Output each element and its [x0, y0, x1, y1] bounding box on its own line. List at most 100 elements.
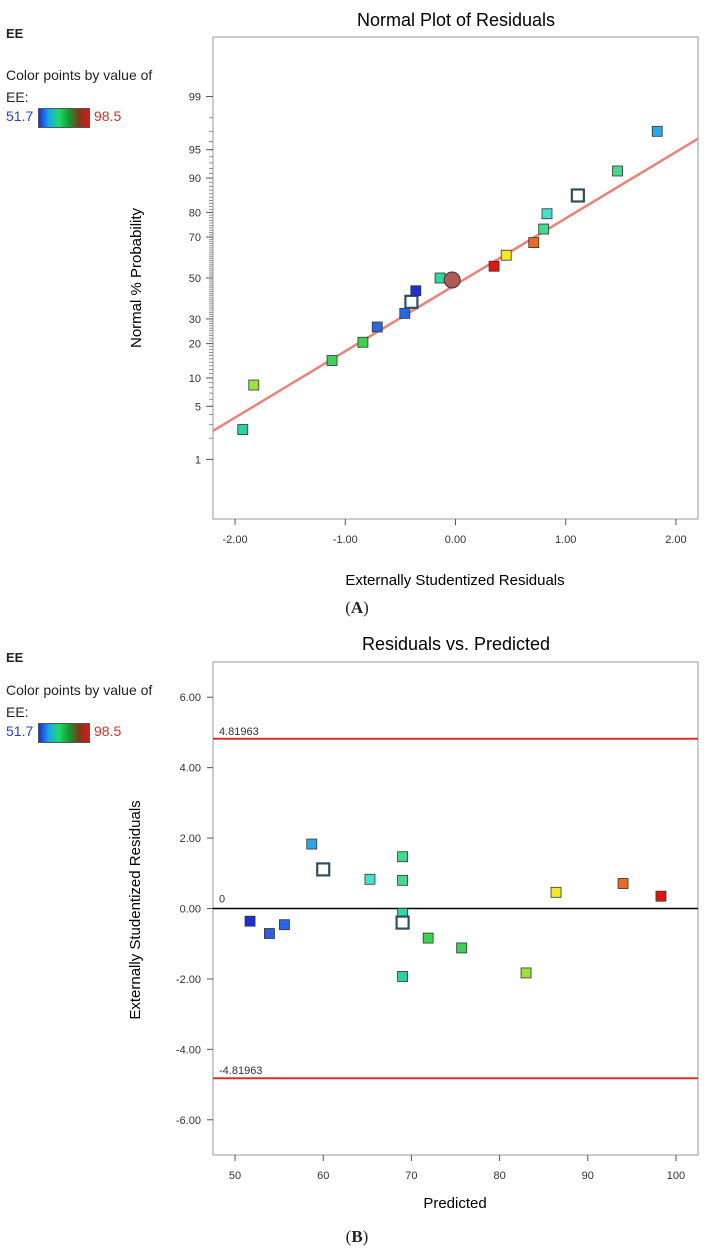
data-point: [264, 928, 275, 939]
data-point: [655, 890, 667, 902]
y-tick-label: 90: [189, 173, 201, 185]
y-tick-label: 2.00: [180, 833, 201, 845]
data-point: [612, 165, 623, 177]
data-point: [500, 249, 512, 261]
panel-a-color-text: Color points by value of EE:: [6, 67, 153, 105]
y-tick-label: 5: [195, 401, 201, 413]
data-point: [570, 188, 585, 203]
panel-a-sidebar: EE Color points by value of EE: 51.7 98.…: [6, 26, 176, 130]
data-point: [550, 886, 562, 898]
panel-a-label: A: [350, 598, 364, 617]
panel-b-sidebar: EE Color points by value of EE: 51.7 98.…: [6, 650, 176, 745]
y-tick-label: -2.00: [176, 974, 201, 986]
panel-b-color-min: 51.7: [6, 723, 34, 739]
data-point: [279, 919, 290, 931]
residuals-vs-predicted-chart: Residuals vs. Predicted -6.00 -4.00 -2.00 0…: [127, 634, 699, 1212]
data-point: [651, 125, 663, 137]
y-tick-label: 20: [189, 339, 201, 351]
y-tick-label: 50: [189, 273, 201, 285]
data-point: [306, 838, 318, 850]
y-tick-label: 0.00: [180, 904, 201, 916]
data-point: [443, 271, 461, 289]
data-point: [248, 379, 260, 391]
y-tick-label: 30: [189, 314, 201, 326]
data-point: [244, 915, 256, 927]
data-point: [617, 878, 629, 889]
y-tick-label: 4.00: [180, 763, 201, 775]
panel-a-color-min: 51.7: [6, 108, 34, 124]
data-point: [404, 294, 419, 309]
x-tick-label: -2.00: [223, 534, 248, 546]
chart-title: Residuals vs. Predicted: [362, 634, 550, 654]
panel-b-response-label: EE: [6, 650, 24, 665]
x-axis-label: Externally Studentized Residuals: [345, 572, 564, 589]
upper-limit-label: 4.81963: [219, 726, 259, 738]
data-point: [237, 424, 249, 435]
data-point: [488, 260, 500, 272]
panel-b-color-legend: 51.7 98.5: [6, 723, 176, 745]
panel-a-caption: (A): [345, 598, 369, 617]
colorbar-gradient: [38, 108, 90, 128]
data-point: [357, 336, 369, 348]
normal-plot-chart: Normal Plot of Residuals 1 5 10 20 30 50 70 80 9…: [128, 10, 699, 589]
y-tick-label: 6.00: [180, 692, 201, 704]
y-tick-label: 99: [189, 92, 201, 104]
y-tick-label: 80: [189, 207, 201, 219]
x-tick-label: 0.00: [445, 534, 466, 546]
data-point: [397, 851, 408, 863]
x-tick-label: 100: [667, 1170, 685, 1182]
y-tick-label: 1: [195, 454, 201, 466]
panel-a-color-max: 98.5: [94, 108, 122, 124]
data-points: [244, 838, 667, 982]
x-tick-label: 90: [582, 1170, 594, 1182]
data-point: [326, 355, 338, 366]
panel-b-color-text: Color points by value of EE:: [6, 682, 153, 720]
data-point: [422, 932, 434, 944]
zero-line-label: 0: [219, 894, 225, 906]
y-tick-label: 10: [189, 373, 201, 385]
data-point: [410, 285, 422, 297]
data-point: [397, 971, 408, 982]
data-point: [520, 967, 532, 979]
data-point: [316, 862, 331, 877]
data-point: [434, 272, 446, 284]
y-tick-label: 95: [189, 145, 201, 157]
panel-a-response-label: EE: [6, 26, 24, 41]
data-point: [364, 873, 376, 885]
y-tick-label: -4.00: [176, 1044, 201, 1056]
y-axis-label: Externally Studentized Residuals: [127, 800, 144, 1019]
x-tick-label: 70: [405, 1170, 417, 1182]
y-tick-label: -6.00: [176, 1115, 201, 1127]
x-axis-label: Predicted: [423, 1195, 486, 1212]
panel-b-caption: (B): [345, 1227, 369, 1246]
panel-b-label: B: [351, 1227, 363, 1246]
x-axis: 50 60 70 80 90 100: [229, 1155, 685, 1182]
data-point: [399, 307, 411, 319]
chart-title: Normal Plot of Residuals: [357, 10, 555, 30]
lower-limit-label: -4.81963: [219, 1065, 262, 1077]
x-tick-label: 2.00: [665, 534, 686, 546]
x-axis: -2.00 -1.00 0.00 1.00 2.00: [223, 519, 687, 546]
x-tick-label: 80: [493, 1170, 505, 1182]
panel-b-color-max: 98.5: [94, 723, 122, 739]
data-points: [237, 125, 663, 435]
data-point: [528, 237, 540, 249]
x-tick-label: -1.00: [333, 534, 358, 546]
x-tick-label: 50: [229, 1170, 241, 1182]
y-axis: 1 5 10 20 30 50 70 80 90 95 99: [189, 92, 213, 466]
colorbar-gradient: [38, 723, 90, 743]
data-point: [397, 874, 408, 886]
y-tick-label: 70: [189, 232, 201, 244]
x-tick-label: 60: [317, 1170, 329, 1182]
data-point: [541, 208, 553, 220]
data-point: [538, 223, 550, 235]
reference-lines: 4.81963 -4.81963 0: [213, 726, 698, 1080]
y-axis-label: Normal % Probability: [128, 207, 145, 348]
data-point: [371, 321, 383, 333]
data-point: [395, 915, 410, 930]
panel-a-color-legend: 51.7 98.5: [6, 108, 176, 130]
x-tick-label: 1.00: [555, 534, 576, 546]
y-axis: -6.00 -4.00 -2.00 0.00 2.00 4.00 6.00: [176, 692, 213, 1127]
data-point: [456, 942, 468, 954]
